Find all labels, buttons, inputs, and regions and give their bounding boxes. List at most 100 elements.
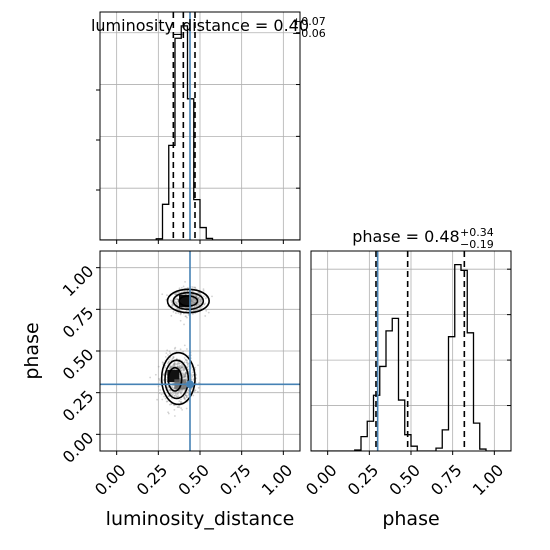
posterior-sample-point bbox=[178, 362, 180, 365]
phase-tick-labels-x: 0.00 0.25 0.50 0.75 1.00 bbox=[302, 461, 507, 500]
posterior-sample-point bbox=[192, 301, 194, 304]
posterior-sample-point bbox=[179, 377, 181, 380]
phase-title-minus: −0.19 bbox=[460, 238, 494, 251]
posterior-sample-point bbox=[184, 290, 186, 292]
phase-tick-labels-y: 0.000.250.500.751.00 bbox=[59, 262, 98, 467]
posterior-sample-point bbox=[179, 366, 182, 369]
posterior-sample-point bbox=[204, 315, 207, 317]
posterior-sample-point bbox=[183, 376, 186, 379]
posterior-sample-point bbox=[184, 373, 187, 376]
joint-posterior-panel: 0.00 0.25 0.50 0.75 1.00 0.000.250.500.751.0… bbox=[21, 250, 301, 530]
posterior-sample-point bbox=[202, 288, 205, 291]
posterior-sample-point bbox=[175, 396, 178, 399]
posterior-sample-point bbox=[186, 362, 189, 365]
posterior-sample-point bbox=[186, 290, 189, 292]
posterior-sample-point bbox=[162, 362, 165, 365]
posterior-sample-point bbox=[191, 293, 194, 296]
posterior-sample-point bbox=[179, 319, 182, 322]
posterior-sample-point bbox=[183, 344, 186, 347]
posterior-sample-point bbox=[200, 300, 203, 302]
posterior-sample-point bbox=[187, 306, 190, 309]
posterior-sample-point bbox=[172, 310, 175, 313]
posterior-sample-point bbox=[178, 364, 181, 367]
posterior-sample-point bbox=[178, 367, 181, 370]
luminosity-distance-tick-labels: 0.00 0.25 0.50 0.75 1.00 bbox=[91, 461, 296, 500]
posterior-sample-point bbox=[191, 301, 194, 304]
phase-y-tick-label: 0.50 bbox=[59, 345, 98, 384]
posterior-sample-point bbox=[194, 300, 197, 302]
posterior-sample-point bbox=[184, 375, 187, 377]
luminosity-distance-x-tick-label: 0.00 bbox=[91, 461, 130, 500]
posterior-sample-point bbox=[198, 291, 201, 294]
posterior-sample-point bbox=[173, 362, 176, 365]
posterior-sample-point bbox=[178, 389, 181, 392]
posterior-sample-point bbox=[180, 389, 183, 392]
posterior-sample-point bbox=[191, 293, 193, 296]
phase-y-tick-label: 0.75 bbox=[59, 303, 98, 342]
posterior-sample-point bbox=[171, 305, 173, 307]
posterior-sample-point bbox=[156, 398, 159, 401]
posterior-sample-point bbox=[170, 403, 173, 405]
posterior-sample-point bbox=[168, 350, 171, 353]
posterior-sample-point bbox=[192, 302, 195, 305]
posterior-sample-point bbox=[172, 356, 175, 359]
posterior-sample-point bbox=[197, 303, 199, 306]
posterior-sample-point bbox=[179, 365, 182, 368]
posterior-sample-point bbox=[167, 395, 170, 398]
posterior-sample-point bbox=[205, 309, 208, 312]
posterior-sample-point bbox=[193, 286, 196, 289]
posterior-sample-point bbox=[171, 391, 174, 394]
posterior-sample-point bbox=[191, 375, 194, 378]
phase-x-tick-label: 0.25 bbox=[344, 461, 383, 500]
posterior-sample-point bbox=[182, 377, 184, 379]
posterior-sample-point bbox=[174, 393, 177, 395]
posterior-sample-point bbox=[198, 382, 200, 384]
phase-x-tick-label: 0.75 bbox=[427, 461, 466, 500]
posterior-sample-point bbox=[186, 366, 189, 368]
posterior-sample-point bbox=[173, 362, 175, 365]
posterior-sample-point bbox=[165, 400, 168, 403]
luminosity-distance-title: luminosity_distance = 0.40 bbox=[91, 16, 309, 36]
posterior-sample-point bbox=[191, 371, 194, 374]
posterior-sample-point bbox=[194, 287, 197, 290]
posterior-sample-point bbox=[174, 300, 177, 303]
posterior-sample-point bbox=[185, 396, 188, 398]
posterior-sample-point bbox=[177, 298, 179, 301]
posterior-sample-point bbox=[172, 357, 175, 360]
posterior-sample-point bbox=[170, 314, 173, 317]
posterior-sample-point bbox=[184, 306, 187, 309]
posterior-sample-point bbox=[194, 301, 196, 304]
posterior-sample-point bbox=[185, 407, 188, 410]
phase-ticks bbox=[327, 268, 511, 455]
posterior-sample-point bbox=[192, 394, 195, 397]
posterior-sample-point bbox=[169, 391, 172, 394]
posterior-sample-point bbox=[183, 323, 185, 326]
title-median: 0.40 bbox=[273, 16, 309, 35]
posterior-sample-point bbox=[183, 373, 186, 375]
posterior-sample-point bbox=[190, 297, 193, 299]
luminosity-distance-x-tick-label: 1.00 bbox=[258, 461, 297, 500]
posterior-sample-point bbox=[170, 299, 172, 302]
posterior-sample-point bbox=[199, 300, 202, 302]
joint-posterior-grid bbox=[100, 251, 300, 451]
truth-marker bbox=[186, 380, 194, 389]
posterior-sample-point bbox=[183, 398, 186, 401]
posterior-sample-point bbox=[190, 379, 193, 381]
posterior-sample-point bbox=[197, 296, 199, 299]
posterior-sample-point bbox=[161, 398, 164, 401]
posterior-sample-point bbox=[181, 408, 184, 411]
posterior-sample-point bbox=[186, 316, 188, 319]
posterior-sample-point bbox=[157, 365, 160, 368]
luminosity-distance-panel: luminosity_distance = 0.40 +0.07 −0.06 bbox=[91, 11, 326, 244]
posterior-sample-point bbox=[167, 412, 170, 415]
title-param-name: luminosity_distance bbox=[91, 16, 250, 36]
posterior-sample-point bbox=[190, 300, 193, 303]
posterior-sample-point bbox=[191, 298, 194, 301]
posterior-sample-point bbox=[186, 376, 188, 378]
posterior-sample-point bbox=[170, 392, 173, 395]
posterior-sample-point bbox=[176, 396, 179, 398]
posterior-sample-point bbox=[177, 291, 179, 294]
posterior-sample-point bbox=[169, 365, 172, 368]
posterior-sample-point bbox=[180, 370, 183, 373]
